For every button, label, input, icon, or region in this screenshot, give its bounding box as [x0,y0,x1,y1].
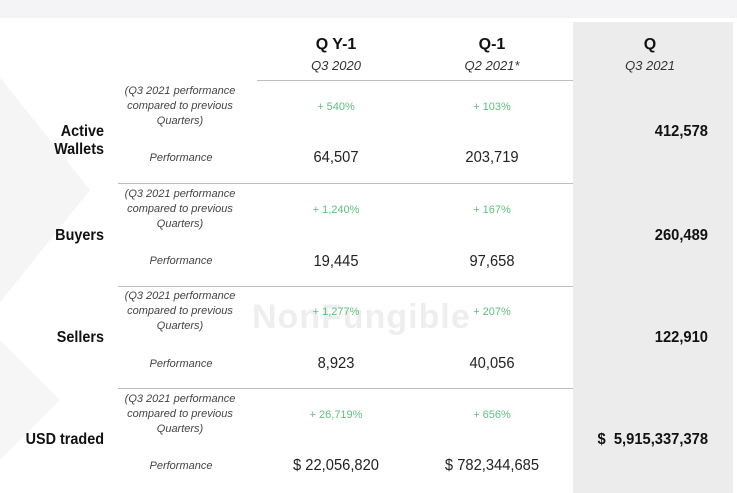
performance-label: Performance [149,152,213,164]
watermark: NonFungible [252,298,471,336]
value-prev-year: 64,507 [313,149,359,166]
value-current-quarter: $ 5,915,337,378 [597,431,708,448]
background-shape [0,330,60,470]
comparison-label: (Q3 2021 performance compared to previou… [124,188,236,230]
comparison-label: (Q3 2021 performance compared to previou… [124,393,236,435]
row-divider [118,286,573,287]
metric-label-buyers: Buyers [55,227,104,244]
metric-label-sellers: Sellers [56,329,104,346]
pct-change-prev-quarter: + 656% [473,409,511,421]
pct-change-prev-quarter: + 207% [473,306,511,318]
header-divider [257,80,573,81]
metric-label-active-wallets: Active Wallets [54,123,104,158]
pct-change-prev-year: + 540% [317,101,355,113]
value-current-quarter: 260,489 [654,227,708,244]
column-header-prev-year: Q Y-1 [315,36,357,53]
pct-change-prev-year: + 1,240% [312,204,360,216]
pct-change-prev-year: + 1,277% [312,306,360,318]
column-header-prev-quarter: Q-1 [478,36,506,53]
row-divider [118,183,573,184]
row-divider [118,388,573,389]
performance-label: Performance [149,358,213,370]
column-subheader-prev-quarter: Q2 2021* [464,58,520,73]
column-header-current: Q [643,36,657,53]
value-prev-year: $ 22,056,820 [293,457,379,474]
value-prev-year: 19,445 [313,253,359,270]
value-current-quarter: 122,910 [654,329,708,346]
background-shape [0,40,90,340]
metric-label-usd-traded: USD traded [25,431,104,448]
pct-change-prev-year: + 26,719% [309,409,363,421]
comparison-label: (Q3 2021 performance compared to previou… [124,85,236,127]
top-band [0,0,737,18]
column-subheader-prev-year: Q3 2020 [311,58,361,73]
value-prev-quarter: 40,056 [469,355,515,372]
value-prev-quarter: $ 782,344,685 [444,457,540,474]
value-prev-year: 8,923 [317,355,355,372]
value-prev-quarter: 203,719 [465,149,519,166]
comparison-label: (Q3 2021 performance compared to previou… [124,290,236,332]
value-prev-quarter: 97,658 [469,253,515,270]
pct-change-prev-quarter: + 103% [473,101,511,113]
column-subheader-current: Q3 2021 [625,58,675,73]
pct-change-prev-quarter: + 167% [473,204,511,216]
value-current-quarter: 412,578 [654,123,708,140]
performance-label: Performance [149,460,213,472]
performance-label: Performance [149,255,213,267]
current-quarter-column-highlight [573,22,733,493]
